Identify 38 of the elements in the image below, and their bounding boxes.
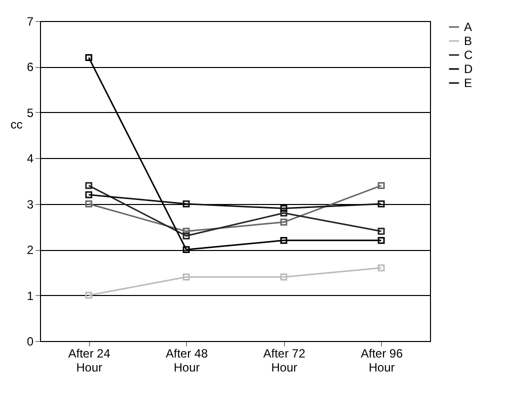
point: [182, 200, 190, 208]
point: [280, 218, 288, 226]
y-tick-label: 4: [26, 152, 34, 166]
y-tick-label: 5: [26, 106, 34, 120]
y-axis-title: cc: [10, 118, 22, 132]
point: [378, 236, 385, 244]
point: [280, 210, 288, 216]
point: [378, 228, 385, 235]
x-tick-label: After 72 Hour: [263, 346, 306, 374]
point: [182, 246, 190, 254]
point: [378, 182, 385, 190]
point: [182, 228, 190, 235]
y-tick-label: 6: [26, 60, 34, 74]
point: [85, 182, 92, 190]
legend-label: B: [464, 34, 472, 48]
point: [280, 204, 288, 212]
point: [85, 292, 92, 299]
legend-label: D: [464, 62, 473, 76]
point: [85, 54, 92, 62]
y-tick-label: 1: [26, 288, 34, 303]
point: [378, 264, 385, 272]
y-tick-label: 3: [26, 197, 34, 212]
x-tick-label: After 48 Hour: [166, 346, 208, 374]
y-tick-label: 7: [26, 14, 34, 28]
legend-label: C: [464, 48, 473, 62]
point: [280, 236, 288, 244]
point: [85, 200, 92, 208]
point: [280, 274, 288, 280]
x-tick-label: After 96 Hour: [360, 346, 404, 374]
legend-label: A: [464, 20, 472, 34]
x-tick-label: After 24 Hour: [68, 346, 111, 374]
point: [378, 200, 385, 208]
y-tick-label: 2: [26, 243, 34, 258]
point: [182, 274, 190, 280]
y-tick-label: 0: [26, 334, 34, 348]
legend-label: E: [464, 76, 472, 90]
point: [85, 191, 92, 198]
point: [182, 232, 190, 240]
